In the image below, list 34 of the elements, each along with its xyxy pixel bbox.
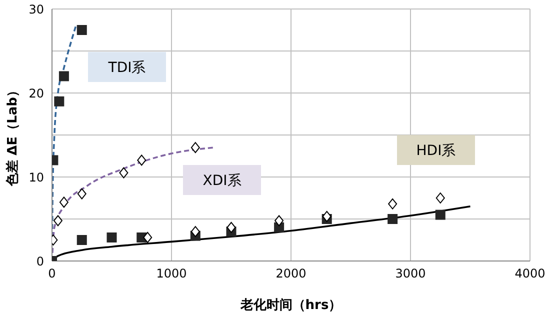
x-tick-label: 2000 bbox=[276, 266, 306, 281]
annotation: HDI系 bbox=[416, 143, 456, 159]
point bbox=[119, 167, 128, 178]
point bbox=[435, 210, 446, 220]
x-tick-label: 1000 bbox=[156, 266, 187, 281]
x-tick-label: 3000 bbox=[395, 266, 426, 281]
point bbox=[76, 235, 87, 245]
x-tick-label: 4000 bbox=[514, 266, 546, 281]
point bbox=[388, 198, 398, 210]
point bbox=[322, 210, 332, 222]
point bbox=[58, 71, 69, 82]
y-tick-label: 10 bbox=[28, 170, 44, 184]
y-tick-label: 20 bbox=[28, 86, 44, 100]
point bbox=[53, 215, 62, 226]
point bbox=[274, 215, 284, 226]
point bbox=[388, 214, 398, 224]
point bbox=[190, 142, 200, 154]
y-tick-label: 0 bbox=[36, 254, 44, 268]
point bbox=[77, 188, 86, 200]
y-axis-title: 色差 ΔE（Lab） bbox=[6, 84, 21, 187]
point bbox=[143, 232, 152, 243]
point bbox=[54, 96, 64, 106]
point bbox=[76, 25, 87, 35]
y-tick-label: 30 bbox=[28, 2, 44, 16]
point bbox=[226, 222, 236, 233]
point bbox=[436, 192, 445, 204]
point bbox=[59, 196, 68, 208]
point bbox=[137, 154, 146, 166]
annotation: TDI系 bbox=[107, 60, 146, 76]
point bbox=[106, 232, 117, 242]
x-tick-label: 0 bbox=[48, 266, 56, 281]
point bbox=[190, 226, 200, 238]
x-axis-title: 老化时间（hrs） bbox=[239, 298, 342, 313]
annotation: XDI系 bbox=[202, 173, 242, 189]
